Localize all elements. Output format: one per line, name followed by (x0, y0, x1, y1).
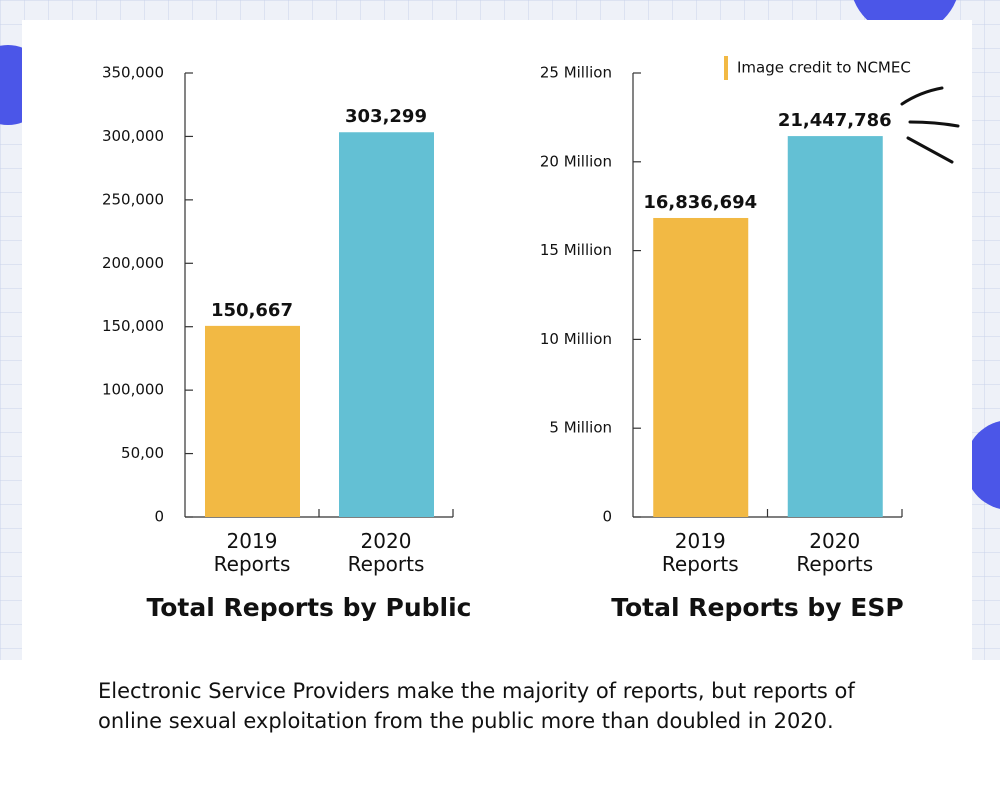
y-tick-label: 350,000 (102, 64, 164, 82)
x-tick-label: 2019 Reports (662, 529, 739, 576)
caption-line: Electronic Service Providers make the ma… (98, 679, 855, 703)
chart-title: Total Reports by Public (146, 593, 471, 622)
y-tick-label: 200,000 (102, 254, 164, 272)
y-tick-label: 5 Million (549, 419, 612, 437)
value-label: 16,836,694 (643, 192, 757, 213)
y-tick-label: 50,00 (121, 444, 164, 462)
y-tick-label: 20 Million (540, 152, 612, 170)
y-tick-label: 150,000 (102, 317, 164, 335)
bar (787, 136, 883, 517)
bar (653, 217, 749, 517)
y-tick-label: 250,000 (102, 190, 164, 208)
decor-scribble (900, 86, 960, 164)
y-tick-label: 0 (154, 508, 164, 526)
caption-area (0, 660, 1000, 800)
y-tick-label: 10 Million (540, 330, 612, 348)
bar (205, 325, 300, 517)
decor-circle (965, 421, 1000, 509)
value-label: 150,667 (211, 300, 293, 321)
x-tick-label: 2020 Reports (348, 529, 425, 576)
x-tick-label: 2019 Reports (214, 529, 291, 576)
y-tick-label: 0 (602, 508, 612, 526)
bar (339, 132, 434, 517)
chart-title: Total Reports by ESP (611, 593, 903, 622)
annotation: Image credit to NCMEC (737, 59, 911, 77)
value-label: 21,447,786 (778, 110, 892, 131)
y-tick-label: 25 Million (540, 64, 612, 82)
y-tick-label: 100,000 (102, 381, 164, 399)
y-tick-label: 15 Million (540, 241, 612, 259)
y-tick-label: 300,000 (102, 127, 164, 145)
annotation-marker (724, 56, 728, 80)
value-label: 303,299 (345, 106, 427, 127)
caption-line: online sexual exploitation from the publ… (98, 709, 834, 733)
x-tick-label: 2020 Reports (796, 529, 873, 576)
